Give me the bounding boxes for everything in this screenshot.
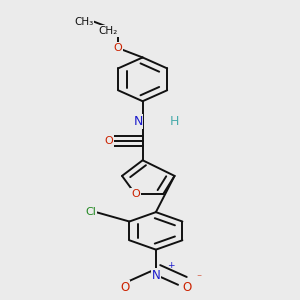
Text: O: O bbox=[120, 281, 129, 294]
Text: O: O bbox=[182, 281, 192, 294]
Text: Cl: Cl bbox=[85, 207, 96, 217]
Text: +: + bbox=[167, 261, 174, 270]
Text: N: N bbox=[152, 269, 160, 282]
Text: O: O bbox=[104, 136, 113, 146]
Text: N: N bbox=[133, 115, 142, 128]
Text: O: O bbox=[131, 189, 140, 199]
Text: H: H bbox=[169, 115, 179, 128]
Text: CH₃: CH₃ bbox=[74, 16, 94, 26]
Text: O: O bbox=[114, 43, 122, 53]
Text: CH₂: CH₂ bbox=[99, 26, 118, 36]
Text: ⁻: ⁻ bbox=[196, 273, 201, 284]
